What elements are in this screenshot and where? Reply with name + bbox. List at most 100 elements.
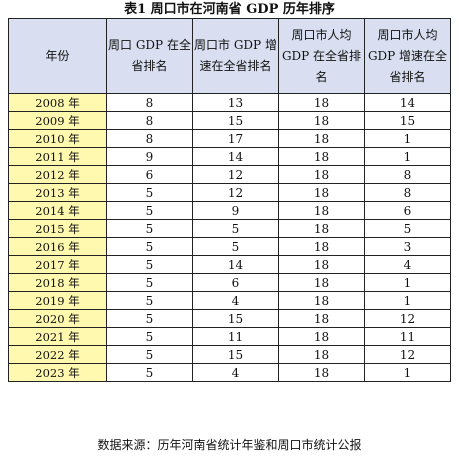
per-capita-growth-rank-cell: 15 <box>364 111 451 130</box>
per-capita-rank-cell: 18 <box>278 129 365 148</box>
table-row: 2011 年 9 14 18 1 <box>8 147 451 166</box>
data-source-note: 数据来源：历年河南省统计年鉴和周口市统计公报 <box>97 438 362 452</box>
per-capita-rank-cell: 18 <box>278 291 365 310</box>
per-capita-rank-cell: 18 <box>278 363 365 382</box>
table-row: 2021 年 5 11 18 11 <box>8 327 451 346</box>
per-capita-rank-cell: 18 <box>278 273 365 292</box>
year-cell: 2021 年 <box>8 327 107 346</box>
gdp-growth-rank-cell: 15 <box>192 111 279 130</box>
gdp-growth-rank-cell: 5 <box>192 219 279 238</box>
per-capita-rank-cell: 18 <box>278 111 365 130</box>
table-row: 2012 年 6 12 18 8 <box>8 165 451 184</box>
table-row: 2015 年 5 5 18 5 <box>8 219 451 238</box>
per-capita-growth-rank-cell: 1 <box>364 273 451 292</box>
gdp-rank-cell: 5 <box>106 255 193 274</box>
gdp-growth-rank-cell: 14 <box>192 147 279 166</box>
table-row: 2016 年 5 5 18 3 <box>8 237 451 256</box>
year-cell: 2009 年 <box>8 111 107 130</box>
table-row: 2008 年 8 13 18 14 <box>8 93 451 112</box>
year-cell: 2023 年 <box>8 363 107 382</box>
per-capita-rank-cell: 18 <box>278 345 365 364</box>
per-capita-rank-cell: 18 <box>278 237 365 256</box>
year-cell: 2020 年 <box>8 309 107 328</box>
gdp-rank-cell: 5 <box>106 273 193 292</box>
year-cell: 2012 年 <box>8 165 107 184</box>
table-row: 2023 年 5 4 18 1 <box>8 363 451 382</box>
gdp-growth-rank-cell: 14 <box>192 255 279 274</box>
gdp-growth-rank-cell: 11 <box>192 327 279 346</box>
gdp-growth-rank-cell: 13 <box>192 93 279 112</box>
table-row: 2013 年 5 12 18 8 <box>8 183 451 202</box>
year-cell: 2014 年 <box>8 201 107 220</box>
gdp-growth-rank-cell: 6 <box>192 273 279 292</box>
per-capita-growth-rank-cell: 11 <box>364 327 451 346</box>
table-row: 2014 年 5 9 18 6 <box>8 201 451 220</box>
per-capita-rank-cell: 18 <box>278 219 365 238</box>
table-row: 2009 年 8 15 18 15 <box>8 111 451 130</box>
per-capita-growth-rank-cell: 8 <box>364 183 451 202</box>
gdp-growth-rank-cell: 12 <box>192 183 279 202</box>
per-capita-rank-cell: 18 <box>278 255 365 274</box>
table-title: 表1 周口市在河南省 GDP 历年排序 <box>124 2 335 17</box>
header-gdp-rank: 周口 GDP 在全省排名 <box>106 18 193 94</box>
gdp-rank-cell: 5 <box>106 345 193 364</box>
gdp-rank-cell: 8 <box>106 111 193 130</box>
gdp-growth-rank-cell: 5 <box>192 237 279 256</box>
gdp-rank-cell: 6 <box>106 165 193 184</box>
per-capita-growth-rank-cell: 1 <box>364 363 451 382</box>
ranking-table: 年份 周口 GDP 在全省排名 周口市 GDP 增速在全省排名 周口市人均 GD… <box>8 18 451 382</box>
year-cell: 2013 年 <box>8 183 107 202</box>
table-row: 2010 年 8 17 18 1 <box>8 129 451 148</box>
table-row: 2018 年 5 6 18 1 <box>8 273 451 292</box>
header-per-capita-growth-rank: 周口市人均 GDP 增速在全省排名 <box>364 18 451 94</box>
gdp-growth-rank-cell: 4 <box>192 291 279 310</box>
per-capita-rank-cell: 18 <box>278 93 365 112</box>
gdp-rank-cell: 5 <box>106 291 193 310</box>
gdp-rank-cell: 5 <box>106 201 193 220</box>
per-capita-rank-cell: 18 <box>278 165 365 184</box>
per-capita-rank-cell: 18 <box>278 201 365 220</box>
year-cell: 2008 年 <box>8 93 107 112</box>
header-gdp-growth-rank: 周口市 GDP 增速在全省排名 <box>192 18 279 94</box>
per-capita-growth-rank-cell: 14 <box>364 93 451 112</box>
year-cell: 2019 年 <box>8 291 107 310</box>
per-capita-growth-rank-cell: 1 <box>364 291 451 310</box>
per-capita-growth-rank-cell: 12 <box>364 345 451 364</box>
header-year: 年份 <box>8 18 107 94</box>
gdp-rank-cell: 5 <box>106 219 193 238</box>
header-per-capita-rank: 周口市人均 GDP 在全省排名 <box>278 18 365 94</box>
year-cell: 2017 年 <box>8 255 107 274</box>
per-capita-growth-rank-cell: 3 <box>364 237 451 256</box>
table-row: 2020 年 5 15 18 12 <box>8 309 451 328</box>
gdp-rank-cell: 5 <box>106 237 193 256</box>
per-capita-rank-cell: 18 <box>278 147 365 166</box>
per-capita-growth-rank-cell: 1 <box>364 129 451 148</box>
gdp-rank-cell: 5 <box>106 363 193 382</box>
year-cell: 2011 年 <box>8 147 107 166</box>
table-row: 2022 年 5 15 18 12 <box>8 345 451 364</box>
gdp-growth-rank-cell: 9 <box>192 201 279 220</box>
per-capita-growth-rank-cell: 12 <box>364 309 451 328</box>
year-cell: 2010 年 <box>8 129 107 148</box>
gdp-rank-cell: 5 <box>106 183 193 202</box>
gdp-rank-cell: 5 <box>106 327 193 346</box>
year-cell: 2018 年 <box>8 273 107 292</box>
per-capita-growth-rank-cell: 6 <box>364 201 451 220</box>
per-capita-growth-rank-cell: 1 <box>364 147 451 166</box>
table-header-row: 年份 周口 GDP 在全省排名 周口市 GDP 增速在全省排名 周口市人均 GD… <box>8 18 451 94</box>
per-capita-growth-rank-cell: 8 <box>364 165 451 184</box>
table-row: 2017 年 5 14 18 4 <box>8 255 451 274</box>
per-capita-rank-cell: 18 <box>278 327 365 346</box>
per-capita-growth-rank-cell: 4 <box>364 255 451 274</box>
gdp-rank-cell: 8 <box>106 93 193 112</box>
gdp-rank-cell: 8 <box>106 129 193 148</box>
gdp-growth-rank-cell: 15 <box>192 345 279 364</box>
table-row: 2019 年 5 4 18 1 <box>8 291 451 310</box>
gdp-rank-cell: 9 <box>106 147 193 166</box>
per-capita-rank-cell: 18 <box>278 309 365 328</box>
gdp-growth-rank-cell: 4 <box>192 363 279 382</box>
per-capita-growth-rank-cell: 5 <box>364 219 451 238</box>
gdp-growth-rank-cell: 17 <box>192 129 279 148</box>
year-cell: 2015 年 <box>8 219 107 238</box>
gdp-growth-rank-cell: 12 <box>192 165 279 184</box>
